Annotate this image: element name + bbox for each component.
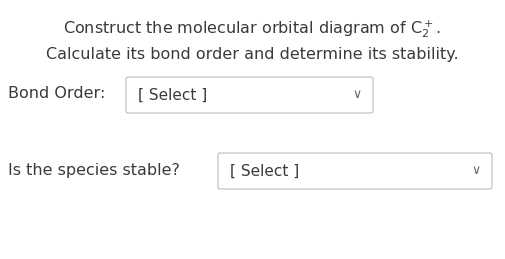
Text: Bond Order:: Bond Order: bbox=[8, 87, 106, 102]
Text: ∨: ∨ bbox=[352, 89, 362, 102]
Text: Calculate its bond order and determine its stability.: Calculate its bond order and determine i… bbox=[45, 47, 459, 61]
FancyBboxPatch shape bbox=[126, 77, 373, 113]
Text: [ Select ]: [ Select ] bbox=[230, 163, 299, 178]
Text: Construct the molecular orbital diagram of $\mathregular{C_2^+}$.: Construct the molecular orbital diagram … bbox=[63, 18, 441, 40]
Text: Is the species stable?: Is the species stable? bbox=[8, 163, 180, 178]
Text: [ Select ]: [ Select ] bbox=[138, 88, 207, 103]
Text: ∨: ∨ bbox=[472, 164, 481, 177]
FancyBboxPatch shape bbox=[218, 153, 492, 189]
